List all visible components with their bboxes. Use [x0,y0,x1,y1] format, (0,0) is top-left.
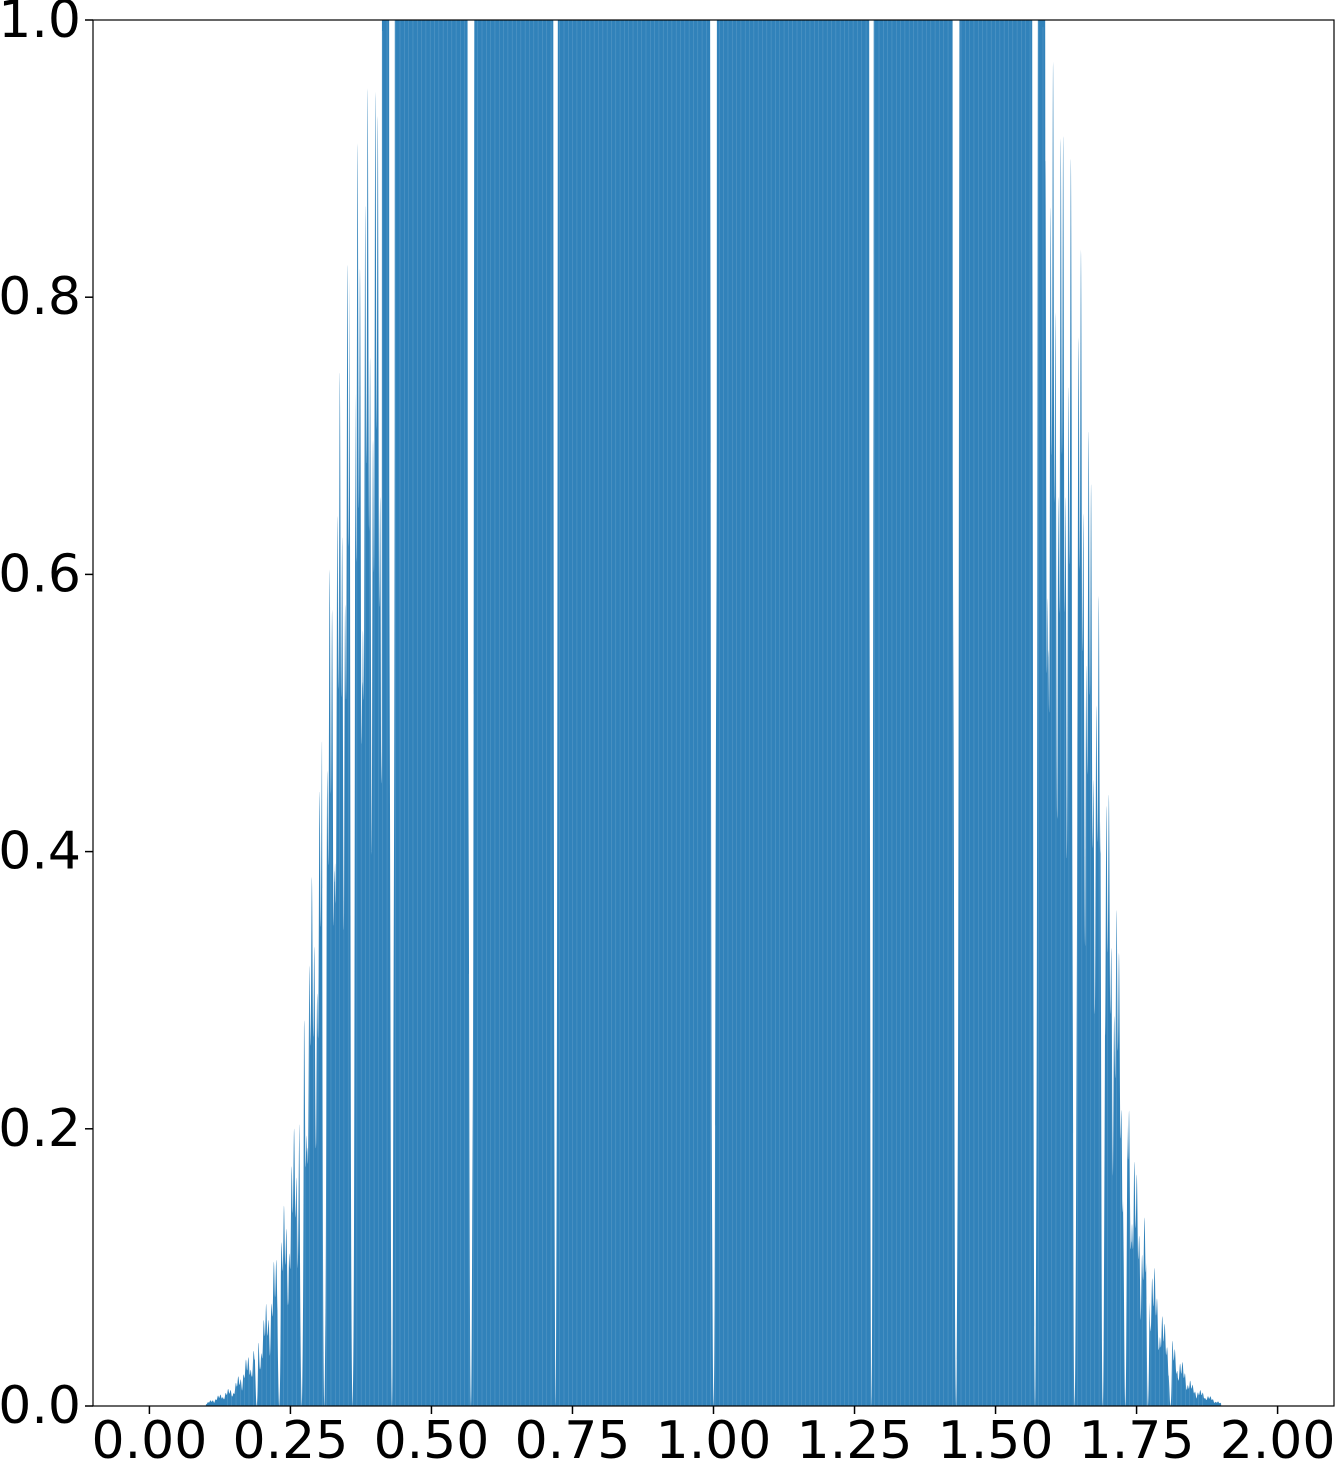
x-tick-label: 0.75 [515,1411,631,1460]
y-tick-label: 0.4 [0,822,81,882]
x-tick-label: 1.25 [797,1411,913,1460]
y-tick-label: 0.0 [0,1376,81,1436]
y-tick-label: 0.6 [0,544,81,604]
y-axis: 0.0 0.2 0.4 0.6 0.8 1.0 [0,0,93,1436]
x-tick-label: 1.50 [938,1411,1054,1460]
area-fill [205,20,1222,1406]
x-axis: 0.00 0.25 0.50 0.75 1.00 1.25 1.50 1.75 2.00 [92,1406,1336,1460]
x-tick-label: 0.00 [92,1411,208,1460]
y-tick-label: 0.8 [0,267,81,327]
x-tick-label: 1.00 [656,1411,772,1460]
x-tick-label: 0.50 [374,1411,490,1460]
data-area-series [205,20,1222,1406]
x-tick-label: 0.25 [233,1411,349,1460]
y-tick-label: 0.2 [0,1099,81,1159]
area-striations [227,20,1203,1406]
y-tick-label: 1.0 [0,0,81,50]
x-tick-label: 1.75 [1079,1411,1195,1460]
plot-frame [92,19,1335,1407]
x-tick-label: 2.00 [1220,1411,1336,1460]
